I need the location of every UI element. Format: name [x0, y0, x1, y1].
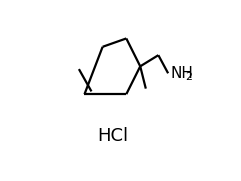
Text: NH: NH — [171, 66, 194, 81]
Text: 2: 2 — [186, 72, 192, 82]
Text: HCl: HCl — [97, 127, 128, 145]
